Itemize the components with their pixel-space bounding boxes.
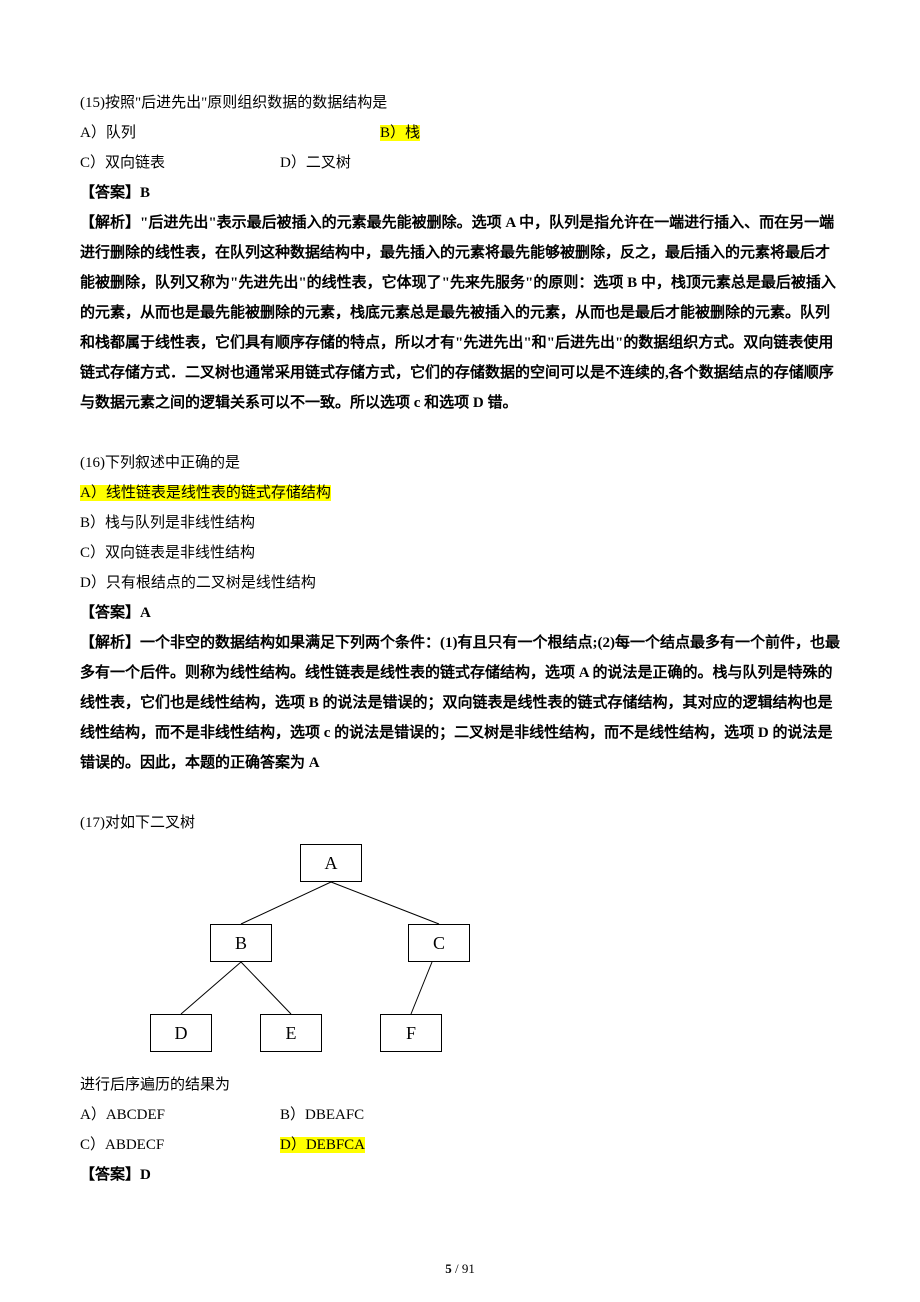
q17-tree: A B C D E F — [130, 844, 530, 1064]
q17-answer-label: 【答案】 — [80, 1167, 140, 1183]
q15-answer-label: 【答案】 — [80, 185, 140, 201]
q15-answer-value: B — [140, 185, 150, 201]
tree-node-c: C — [408, 924, 470, 962]
q15-explain-label: 【解析】 — [80, 215, 140, 231]
tree-node-b: B — [210, 924, 272, 962]
q17-answer-value: D — [140, 1167, 151, 1183]
edge-b-d — [181, 962, 241, 1014]
q17-option-d: D）DEBFCA — [280, 1130, 365, 1160]
q16-answer-value: A — [140, 605, 151, 621]
q15-options-row1: A）队列 B）栈 — [80, 118, 840, 148]
q15-answer: 【答案】B — [80, 178, 840, 208]
q16-option-a: A）线性链表是线性表的链式存储结构 — [80, 478, 840, 508]
q16-explain: 【解析】一个非空的数据结构如果满足下列两个条件：(1)有且只有一个根结点;(2)… — [80, 628, 840, 778]
q17-option-d-text: D）DEBFCA — [280, 1137, 365, 1153]
edge-c-f — [411, 962, 432, 1014]
q15-explain: 【解析】"后进先出"表示最后被插入的元素最先能被删除。选项 A 中，队列是指允许… — [80, 208, 840, 418]
q17-option-c: C）ABDECF — [80, 1130, 280, 1160]
q17-option-b: B）DBEAFC — [280, 1100, 364, 1130]
page-total: 91 — [462, 1261, 475, 1276]
q15-explain-text: "后进先出"表示最后被插入的元素最先能被删除。选项 A 中，队列是指允许在一端进… — [80, 215, 836, 411]
q16-option-d: D）只有根结点的二叉树是线性结构 — [80, 568, 840, 598]
q15-option-a: A）队列 — [80, 118, 380, 148]
tree-node-f: F — [380, 1014, 442, 1052]
q15-option-d: D）二叉树 — [280, 148, 351, 178]
q15-option-c: C）双向链表 — [80, 148, 280, 178]
q16-answer-label: 【答案】 — [80, 605, 140, 621]
q17-options-row2: C）ABDECF D）DEBFCA — [80, 1130, 840, 1160]
q16-option-b: B）栈与队列是非线性结构 — [80, 508, 840, 538]
page-number: 5 / 91 — [0, 1256, 920, 1282]
q16-stem: (16)下列叙述中正确的是 — [80, 448, 840, 478]
tree-node-a: A — [300, 844, 362, 882]
q16-explain-text: 一个非空的数据结构如果满足下列两个条件：(1)有且只有一个根结点;(2)每一个结… — [80, 635, 840, 771]
q15-options-row2: C）双向链表 D）二叉树 — [80, 148, 840, 178]
q17-stem: (17)对如下二叉树 — [80, 808, 840, 838]
q17-stem2: 进行后序遍历的结果为 — [80, 1070, 840, 1100]
q15-stem: (15)按照"后进先出"原则组织数据的数据结构是 — [80, 88, 840, 118]
tree-node-d: D — [150, 1014, 212, 1052]
page-sep: / — [452, 1261, 462, 1276]
gap-2 — [80, 778, 840, 808]
q16-option-a-text: A）线性链表是线性表的链式存储结构 — [80, 485, 331, 501]
q17-answer: 【答案】D — [80, 1160, 840, 1190]
q15-option-b: B）栈 — [380, 118, 580, 148]
tree-node-e: E — [260, 1014, 322, 1052]
gap-1 — [80, 418, 840, 448]
page: (15)按照"后进先出"原则组织数据的数据结构是 A）队列 B）栈 C）双向链表… — [0, 0, 920, 1302]
q16-option-c: C）双向链表是非线性结构 — [80, 538, 840, 568]
q17-options-row1: A）ABCDEF B）DBEAFC — [80, 1100, 840, 1130]
q15-option-b-text: B）栈 — [380, 125, 420, 141]
edge-a-c — [331, 882, 439, 924]
edge-a-b — [241, 882, 331, 924]
q17-option-a: A）ABCDEF — [80, 1100, 280, 1130]
q16-answer: 【答案】A — [80, 598, 840, 628]
q16-explain-label: 【解析】 — [80, 635, 140, 651]
edge-b-e — [241, 962, 291, 1014]
